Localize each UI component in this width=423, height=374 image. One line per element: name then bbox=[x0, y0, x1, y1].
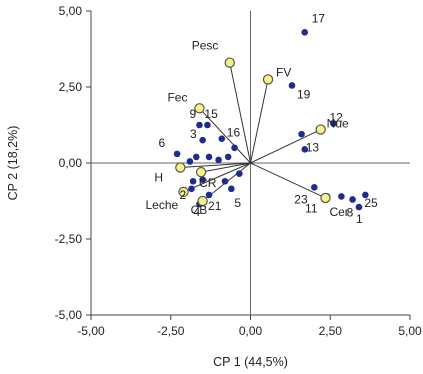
variable-label: CB bbox=[191, 203, 208, 217]
x-tick-label: 5,00 bbox=[398, 324, 422, 338]
observation-point bbox=[218, 135, 226, 142]
point-label: 15 bbox=[204, 107, 218, 121]
point-label: 6 bbox=[158, 136, 165, 150]
variable-marker bbox=[178, 186, 189, 198]
variable-marker bbox=[315, 124, 326, 135]
observation-point bbox=[221, 177, 229, 185]
observation-point bbox=[189, 177, 197, 185]
point-label: 1 bbox=[356, 212, 363, 226]
observation-point bbox=[228, 185, 235, 193]
observation-point bbox=[224, 153, 232, 161]
observation-point bbox=[298, 130, 305, 138]
point-label: 13 bbox=[306, 140, 320, 154]
point-label: 21 bbox=[208, 199, 222, 213]
observation-point bbox=[338, 193, 345, 200]
observation-point bbox=[311, 184, 318, 191]
loading-line bbox=[183, 162, 251, 193]
observation-point bbox=[231, 144, 238, 152]
axes-group: -5,00 -2,50 0,00 2,50 5,00 -5,00 -2,50 0,00 2,50… bbox=[55, 4, 422, 338]
point-label: 2 bbox=[179, 188, 186, 202]
y-tick-label: -2,50 bbox=[55, 232, 83, 246]
observation-point bbox=[355, 203, 363, 211]
variable-label: CR bbox=[199, 176, 217, 190]
observation-point bbox=[236, 170, 243, 177]
observation-points-group bbox=[173, 28, 369, 211]
point-label: 19 bbox=[297, 87, 311, 101]
y-tick-label: 5,00 bbox=[59, 4, 83, 18]
variable-label: Pesc bbox=[192, 39, 219, 53]
variable-marker bbox=[194, 103, 205, 114]
variable-label: Cer bbox=[329, 205, 348, 219]
observation-point bbox=[205, 153, 213, 161]
variable-label: Leche bbox=[146, 198, 179, 212]
variable-marker bbox=[175, 162, 186, 173]
x-tick-label: 0,00 bbox=[239, 324, 263, 338]
point-label: 5 bbox=[234, 196, 241, 210]
variable-marker bbox=[197, 195, 208, 207]
observation-point bbox=[192, 153, 200, 161]
x-tick-label: -2,50 bbox=[157, 324, 185, 338]
y-tick-label: 0,00 bbox=[59, 156, 83, 170]
observation-point bbox=[288, 82, 296, 89]
point-label: 12 bbox=[329, 110, 343, 124]
observation-point bbox=[349, 196, 356, 203]
observation-point bbox=[173, 150, 181, 158]
loading-line bbox=[229, 62, 251, 164]
observation-point bbox=[205, 191, 213, 199]
x-tick-label: 2,50 bbox=[319, 324, 343, 338]
x-tick-label: -5,00 bbox=[77, 324, 105, 338]
observation-point bbox=[199, 176, 206, 184]
x-axis-title: CP 1 (44,5%) bbox=[213, 355, 288, 369]
loading-line bbox=[250, 129, 321, 164]
observation-point bbox=[301, 146, 309, 153]
loading-line bbox=[199, 107, 251, 164]
variable-label: FV bbox=[276, 65, 291, 79]
variable-label: Fec bbox=[167, 90, 187, 104]
loading-line bbox=[250, 162, 326, 199]
observation-point bbox=[215, 156, 222, 164]
observation-point bbox=[330, 120, 337, 127]
variable-marker bbox=[320, 192, 331, 204]
variable-marker bbox=[262, 74, 274, 85]
variable-marker bbox=[195, 166, 207, 178]
variable-marker bbox=[224, 57, 235, 68]
y-tick-label: 2,50 bbox=[59, 80, 83, 94]
loading-line bbox=[180, 162, 251, 169]
y-tick-label: -5,00 bbox=[55, 308, 83, 322]
variable-label: H bbox=[154, 171, 163, 185]
point-label: 3 bbox=[190, 127, 197, 141]
point-label: 17 bbox=[312, 11, 326, 25]
point-label: 9 bbox=[189, 107, 196, 121]
observation-point bbox=[196, 121, 203, 129]
observation-point bbox=[199, 136, 206, 144]
y-axis-title: CP 2 (18,2%) bbox=[6, 126, 20, 201]
observation-point bbox=[301, 28, 309, 36]
variable-label: Nue bbox=[327, 117, 349, 131]
point-label: 23 bbox=[294, 192, 308, 206]
point-label: 25 bbox=[364, 196, 378, 210]
observation-point bbox=[362, 191, 369, 199]
point-label: 8 bbox=[347, 205, 354, 219]
loading-line bbox=[200, 162, 251, 173]
observation-point bbox=[204, 121, 211, 129]
observation-point bbox=[188, 185, 195, 193]
loading-line bbox=[250, 79, 269, 164]
variable-markers-group bbox=[175, 57, 331, 207]
point-label: 4 bbox=[193, 205, 200, 219]
point-label: 16 bbox=[227, 126, 241, 140]
point-label: 11 bbox=[305, 201, 318, 215]
observation-point bbox=[186, 158, 194, 165]
